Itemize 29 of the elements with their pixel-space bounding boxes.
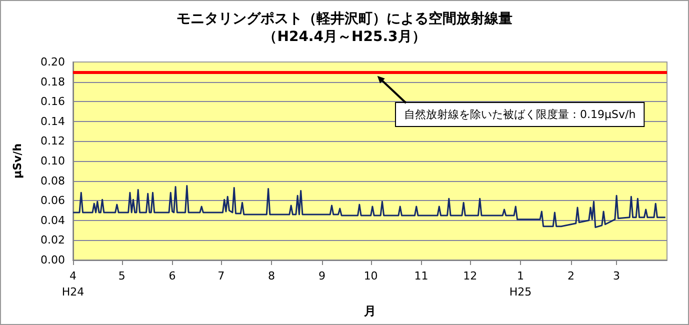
- y-tick-label: 0.18: [40, 75, 65, 88]
- chart-subtitle: （H24.4月～H25.3月）: [263, 29, 426, 45]
- y-tick-label: 0.06: [40, 194, 65, 208]
- chart-title: モニタリングポスト（軽井沢町）による空間放射線量: [176, 10, 512, 27]
- y-tick-label: 0.16: [40, 95, 65, 108]
- annotation: 自然放射線を除いた被ばく限度量：0.19μSv/h: [404, 108, 636, 121]
- line-series: [72, 185, 666, 228]
- x-tick-label: 8: [268, 270, 276, 282]
- y-tick-label: 0.14: [40, 114, 65, 128]
- y-tick-label: 0.00: [40, 254, 65, 266]
- y-tick-label: 0.10: [40, 154, 65, 168]
- x-axis-title: 月: [363, 304, 376, 318]
- x-tick-label: 11: [414, 270, 428, 282]
- x-tick-label: 1 H25: [509, 270, 532, 298]
- x-tick-label: 12: [463, 270, 478, 282]
- y-axis-title: μSv/h: [11, 143, 24, 179]
- x-tick-label: 9: [318, 270, 326, 282]
- x-tick-label: 6: [168, 270, 176, 282]
- x-tick-label: 5: [118, 270, 126, 282]
- y-tick-label: 0.02: [40, 234, 65, 247]
- y-tick-label: 0.12: [40, 134, 65, 148]
- y-tick-label: 0.08: [40, 174, 65, 188]
- x-tick-label: 3: [613, 270, 620, 282]
- y-tick-label: 0.20: [40, 56, 65, 68]
- x-tick-label: 10: [364, 270, 378, 282]
- x-tick-label: 2: [567, 270, 574, 282]
- x-tick-label: 7: [218, 270, 225, 282]
- x-tick-label: 4 H24: [62, 270, 84, 298]
- y-tick-label: 0.04: [40, 214, 65, 227]
